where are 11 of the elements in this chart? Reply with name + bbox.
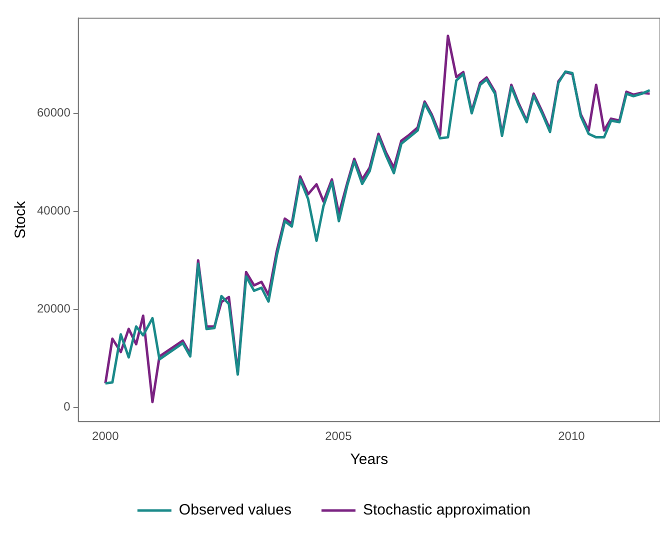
legend-label: Stochastic approximation xyxy=(362,502,531,519)
legend-label: Observed values xyxy=(178,502,292,519)
x-tick-label: 2010 xyxy=(558,429,586,444)
x-tick-label: 2000 xyxy=(92,429,120,444)
y-tick-label: 0 xyxy=(64,400,71,414)
y-axis-title: Stock xyxy=(12,200,30,239)
y-tick-label: 60000 xyxy=(36,106,71,120)
x-tick-label: 2005 xyxy=(325,429,352,444)
y-tick-label: 40000 xyxy=(36,204,71,218)
x-axis-title: Years xyxy=(350,451,388,468)
y-tick-label: 20000 xyxy=(36,302,71,316)
